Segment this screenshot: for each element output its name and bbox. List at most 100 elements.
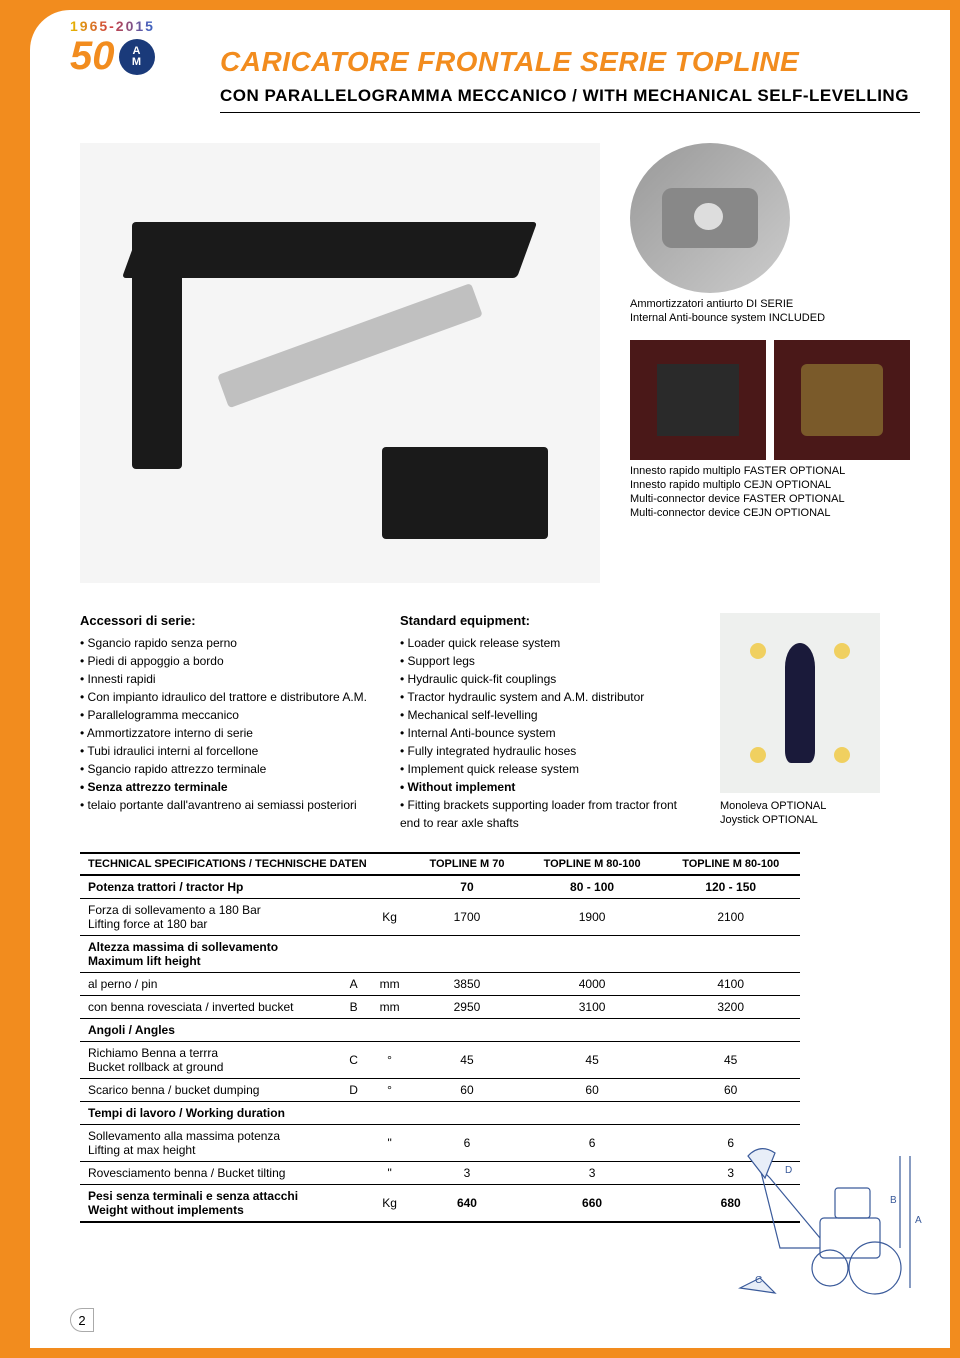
table-value: 4000 [523, 973, 662, 996]
table-value: 120 - 150 [661, 875, 800, 899]
table-row-label: Sollevamento alla massima potenzaLifting… [80, 1125, 339, 1162]
list-item: Fully integrated hydraulic hoses [400, 742, 700, 760]
standard-equipment-list: Standard equipment: Loader quick release… [400, 613, 700, 832]
list-item: Sgancio rapido attrezzo terminale [80, 760, 380, 778]
table-value: 45 [661, 1042, 800, 1079]
table-letter [339, 1125, 368, 1162]
table-row: al perno / pinAmm385040004100 [80, 973, 800, 996]
list-item: Parallelogramma meccanico [80, 706, 380, 724]
table-row: Tempi di lavoro / Working duration [80, 1102, 800, 1125]
accessori-list: Accessori di serie: Sgancio rapido senza… [80, 613, 380, 832]
table-col-header: TOPLINE M 70 [411, 853, 523, 875]
table-row-label: Potenza trattori / tractor Hp [80, 875, 339, 899]
table-section-label: Angoli / Angles [80, 1019, 800, 1042]
table-row: Sollevamento alla massima potenzaLifting… [80, 1125, 800, 1162]
caption-text: Internal Anti-bounce system INCLUDED [630, 312, 825, 324]
table-letter: B [339, 996, 368, 1019]
table-col-header: TOPLINE M 80-100 [523, 853, 662, 875]
table-value: 640 [411, 1185, 523, 1223]
table-value: 3100 [523, 996, 662, 1019]
list-item: Con impianto idraulico del trattore e di… [80, 688, 380, 706]
svg-text:D: D [785, 1165, 792, 1176]
table-value: 60 [661, 1079, 800, 1102]
table-letter [339, 899, 368, 936]
table-value: 3 [411, 1162, 523, 1185]
table-value: 1700 [411, 899, 523, 936]
table-row: Rovesciamento benna / Bucket tilting"333 [80, 1162, 800, 1185]
table-value: 80 - 100 [523, 875, 662, 899]
table-value: 660 [523, 1185, 662, 1223]
table-row: Potenza trattori / tractor Hp 7080 - 1001… [80, 875, 800, 899]
antibounce-caption: Ammortizzatori antiurto DI SERIE Interna… [630, 297, 920, 326]
table-row-label: Richiamo Benna a terrraBucket rollback a… [80, 1042, 339, 1079]
svg-text:C: C [755, 1275, 762, 1286]
page-title: CARICATORE FRONTALE SERIE TOPLINE [220, 46, 920, 78]
joystick-image [720, 613, 880, 793]
equipment-lists: Accessori di serie: Sgancio rapido senza… [80, 613, 920, 832]
logo-number: 50 [70, 34, 115, 79]
table-value: 60 [523, 1079, 662, 1102]
table-letter: D [339, 1079, 368, 1102]
caption-text: Innesto rapido multiplo FASTER OPTIONAL [630, 464, 920, 478]
page-subtitle: CON PARALLELOGRAMMA MECCANICO / WITH MEC… [220, 86, 920, 113]
table-unit [368, 875, 411, 899]
table-letter [339, 1185, 368, 1223]
table-row: Forza di sollevamento a 180 BarLifting f… [80, 899, 800, 936]
list-item: Internal Anti-bounce system [400, 724, 700, 742]
table-unit: " [368, 1125, 411, 1162]
table-unit: ° [368, 1042, 411, 1079]
table-row-label: con benna rovesciata / inverted bucket [80, 996, 339, 1019]
table-section-label: Tempi di lavoro / Working duration [80, 1102, 800, 1125]
caption-text: Innesto rapido multiplo CEJN OPTIONAL [630, 478, 920, 492]
list-item: Loader quick release system [400, 634, 700, 652]
table-row: Angoli / Angles [80, 1019, 800, 1042]
table-value: 4100 [661, 973, 800, 996]
table-row-label: Rovesciamento benna / Bucket tilting [80, 1162, 339, 1185]
svg-text:B: B [890, 1195, 897, 1206]
specifications-table: TECHNICAL SPECIFICATIONS / TECHNISCHE DA… [80, 852, 800, 1223]
svg-text:A: A [915, 1215, 922, 1226]
table-row-label: al perno / pin [80, 973, 339, 996]
table-value: 70 [411, 875, 523, 899]
table-value: 45 [523, 1042, 662, 1079]
connector-image-2 [774, 340, 910, 460]
page-number: 2 [70, 1308, 94, 1332]
table-value: 2100 [661, 899, 800, 936]
table-row: con benna rovesciata / inverted bucketBm… [80, 996, 800, 1019]
table-value: 3850 [411, 973, 523, 996]
list-item: Implement quick release system [400, 760, 700, 778]
page: 1965-2015 50 AM CARICATORE FRONTALE SERI… [30, 10, 950, 1348]
table-value: 60 [411, 1079, 523, 1102]
list-title: Accessori di serie: [80, 613, 380, 628]
caption-text: Joystick OPTIONAL [720, 813, 920, 827]
joystick-block: Monoleva OPTIONAL Joystick OPTIONAL [720, 613, 920, 832]
list-item: telaio portante dall'avantreno ai semias… [80, 796, 380, 814]
list-item: Support legs [400, 652, 700, 670]
caption-text: Monoleva OPTIONAL [720, 799, 920, 813]
table-value: 6 [523, 1125, 662, 1162]
table-row: Scarico benna / bucket dumpingD°606060 [80, 1079, 800, 1102]
table-unit: ° [368, 1079, 411, 1102]
antibounce-block: Ammortizzatori antiurto DI SERIE Interna… [630, 143, 920, 326]
tractor-diagram: A B D C [730, 1108, 930, 1308]
table-unit: " [368, 1162, 411, 1185]
multiconnector-block: Innesto rapido multiplo FASTER OPTIONAL … [630, 340, 920, 521]
anniversary-logo: 1965-2015 50 AM [70, 18, 190, 98]
list-item: Fitting brackets supporting loader from … [400, 796, 700, 832]
connector-image-1 [630, 340, 766, 460]
table-unit: Kg [368, 899, 411, 936]
joystick-caption: Monoleva OPTIONAL Joystick OPTIONAL [720, 799, 920, 828]
table-section-label: Altezza massima di sollevamentoMaximum l… [80, 936, 800, 973]
caption-text: Multi-connector device FASTER OPTIONAL [630, 492, 920, 506]
table-row: Pesi senza terminali e senza attacchiWei… [80, 1185, 800, 1223]
table-row-label: Forza di sollevamento a 180 BarLifting f… [80, 899, 339, 936]
main-product-image [80, 143, 600, 583]
table-letter: C [339, 1042, 368, 1079]
table-letter [339, 875, 368, 899]
table-header-label: TECHNICAL SPECIFICATIONS / TECHNISCHE DA… [80, 853, 411, 875]
table-unit: mm [368, 973, 411, 996]
table-row-label: Scarico benna / bucket dumping [80, 1079, 339, 1102]
table-value: 1900 [523, 899, 662, 936]
list-item: Tractor hydraulic system and A.M. distri… [400, 688, 700, 706]
list-item: Hydraulic quick-fit couplings [400, 670, 700, 688]
